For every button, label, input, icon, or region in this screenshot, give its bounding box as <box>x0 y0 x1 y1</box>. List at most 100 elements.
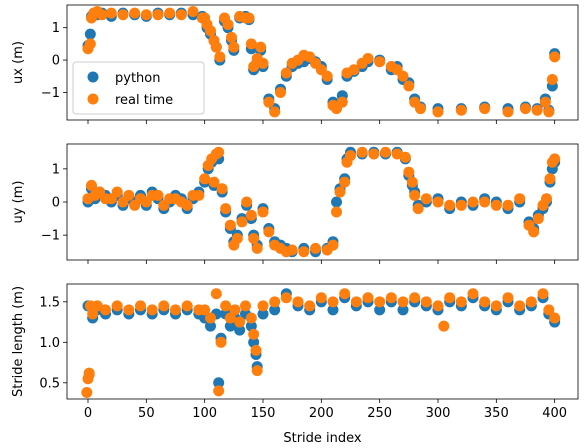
data-point <box>549 153 561 165</box>
data-point <box>420 193 432 205</box>
data-point <box>350 296 362 308</box>
data-point <box>546 74 558 86</box>
chart-panel-1: −1 0 1 ux (m) python real time <box>11 4 579 124</box>
data-point <box>520 103 531 115</box>
data-point <box>158 300 170 312</box>
data-point <box>87 308 99 320</box>
data-point <box>245 38 257 50</box>
x-tick-label: 200 <box>309 406 334 421</box>
data-point <box>339 288 351 300</box>
data-point <box>269 106 281 118</box>
data-point <box>479 196 491 208</box>
y-tick-label: 0 <box>52 196 60 211</box>
x-axis-label: Stride index <box>283 431 362 446</box>
data-point <box>255 41 267 53</box>
data-point <box>339 176 351 188</box>
data-point <box>345 150 356 162</box>
data-point <box>210 41 222 53</box>
data-point <box>220 203 232 215</box>
data-point <box>543 304 555 316</box>
data-point <box>397 296 409 308</box>
data-point <box>479 103 491 115</box>
data-point <box>528 226 540 238</box>
data-point <box>248 328 260 340</box>
data-point <box>455 104 467 116</box>
data-point <box>532 213 544 225</box>
data-point <box>368 148 380 160</box>
data-point <box>181 300 193 312</box>
data-point <box>514 300 526 312</box>
data-point <box>409 189 421 201</box>
data-point <box>374 296 386 308</box>
data-point <box>181 199 193 211</box>
data-point <box>502 199 514 211</box>
data-point <box>245 209 257 221</box>
data-point <box>399 151 411 163</box>
x-tick-label: 50 <box>138 406 155 421</box>
data-point <box>514 193 526 205</box>
data-point <box>455 296 467 308</box>
data-point <box>420 296 432 308</box>
x-tick-label: 350 <box>484 406 509 421</box>
data-point <box>444 292 456 304</box>
data-point <box>123 304 135 316</box>
data-point <box>263 226 275 238</box>
data-point <box>331 206 342 218</box>
y-tick-label: 1 <box>52 21 60 36</box>
data-points <box>81 288 561 399</box>
data-point <box>111 300 123 312</box>
data-point <box>432 300 444 312</box>
data-point <box>175 9 187 21</box>
legend-box <box>72 61 205 115</box>
data-point <box>298 246 310 258</box>
data-point <box>231 232 243 244</box>
data-point <box>541 193 552 205</box>
data-point <box>240 300 251 312</box>
x-tick-label: 100 <box>192 406 217 421</box>
data-point <box>362 292 374 304</box>
data-point <box>356 146 368 158</box>
data-point <box>409 292 421 304</box>
y-tick-label: 0 <box>52 54 60 69</box>
data-point <box>215 336 227 348</box>
data-point <box>331 196 342 208</box>
chart-panel-2: −1 0 1 uy (m) <box>11 143 579 264</box>
y-tick-label: 1 <box>52 162 60 177</box>
data-points <box>82 146 561 258</box>
data-point <box>251 365 263 377</box>
data-point <box>241 196 253 208</box>
data-point <box>129 7 141 19</box>
data-point <box>100 304 111 316</box>
data-point <box>187 5 199 17</box>
legend-label: python <box>115 71 160 86</box>
legend-marker <box>87 71 99 83</box>
data-point <box>123 189 135 201</box>
data-point <box>84 28 96 40</box>
data-point <box>432 196 444 208</box>
series-2 <box>81 288 561 399</box>
data-point <box>213 385 225 397</box>
data-point <box>199 173 211 185</box>
data-point <box>348 64 360 76</box>
data-point <box>84 38 96 50</box>
data-point <box>228 41 240 53</box>
data-point <box>374 56 386 68</box>
data-point <box>224 320 236 332</box>
data-point <box>403 166 415 178</box>
data-point <box>257 206 269 218</box>
data-point <box>415 103 426 115</box>
data-point <box>310 242 321 254</box>
data-point <box>286 244 298 256</box>
data-point <box>490 300 502 312</box>
legend-label: real time <box>115 93 173 108</box>
axes-frame <box>66 4 579 121</box>
data-point <box>544 173 556 185</box>
data-point <box>164 7 176 19</box>
legend: python real time <box>72 61 205 115</box>
legend-marker <box>87 93 99 105</box>
data-point <box>243 12 255 24</box>
data-point <box>250 344 262 356</box>
data-point <box>444 199 456 211</box>
data-point <box>220 300 232 312</box>
data-point <box>245 312 257 324</box>
